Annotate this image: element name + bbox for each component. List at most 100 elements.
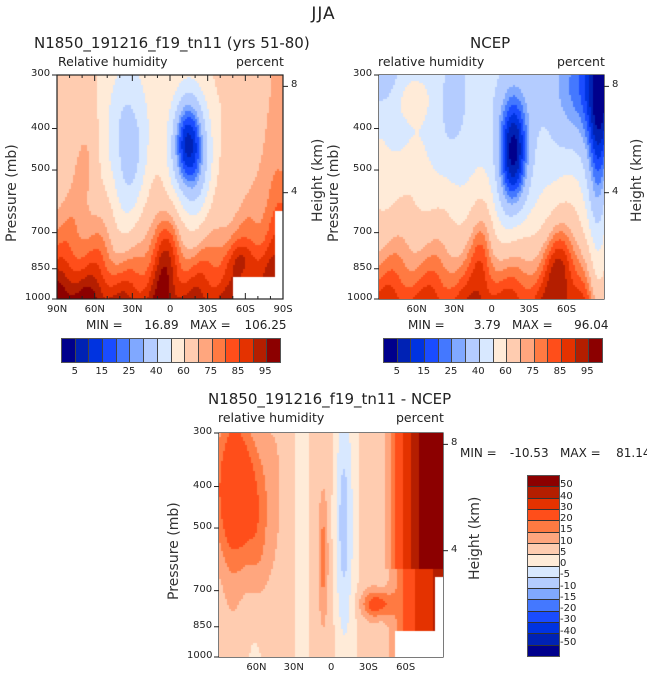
colorbar-label: 75 [204, 366, 218, 377]
contour-field [57, 75, 283, 299]
panel-title: NCEP [470, 34, 511, 52]
x-tick-label: 90S [273, 304, 293, 315]
colorbar-box [528, 554, 559, 566]
colorbar-box [425, 339, 439, 362]
x-tick-label: 30N [122, 304, 143, 315]
height-tick-label: 8 [612, 79, 619, 91]
colorbar-label: 0 [560, 558, 567, 569]
y-tick-label: 1000 [25, 292, 51, 303]
colorbar-label: 15 [417, 366, 431, 377]
colorbar-box [528, 497, 559, 509]
min-label: MIN = [460, 446, 497, 460]
colorbar-label: -40 [560, 625, 577, 637]
colorbar-label: 40 [560, 490, 573, 502]
y-axis-label: Pressure (mb) [326, 144, 342, 242]
units-label: percent [557, 54, 605, 69]
colorbar-label: 60 [177, 366, 190, 377]
y-tick-label: 700 [353, 225, 373, 237]
colorbar-box [466, 339, 480, 362]
colorbar-box [575, 339, 590, 362]
colorbar-box [528, 599, 559, 611]
x-tick-label: 60S [235, 304, 255, 315]
min-max-readout: MIN = -10.53 MAX = 81.14 [460, 446, 647, 460]
y-tick-label: 500 [353, 163, 373, 175]
colorbar [383, 338, 603, 363]
plot-border [56, 74, 284, 300]
colorbar-label: 10 [560, 535, 573, 547]
colorbar-box [267, 339, 280, 362]
height-tick-label: 4 [612, 185, 619, 197]
colorbar-label: -20 [560, 603, 577, 614]
colorbar-box [62, 339, 76, 362]
colorbar-box [397, 339, 412, 362]
colorbar [527, 475, 560, 657]
y-tick-label: 850 [193, 619, 213, 631]
y-tick-label: 700 [31, 225, 51, 237]
max-value: 96.04 [574, 318, 609, 332]
colorbar-box [116, 339, 131, 362]
y-axis-right-label: Height (km) [310, 138, 326, 222]
colorbar-box [528, 565, 559, 577]
colorbar-box [528, 542, 559, 555]
colorbar-label: 40 [471, 366, 485, 377]
figure-title: JJA [311, 4, 336, 24]
x-tick-label: 30S [519, 304, 539, 315]
x-tick-label: 60S [557, 304, 577, 315]
x-tick-label: 30N [444, 304, 465, 315]
max-value: 81.14 [616, 446, 647, 460]
colorbar-box [561, 339, 576, 362]
colorbar-box [528, 520, 559, 532]
colorbar-label: 15 [560, 524, 573, 536]
colorbar-box [171, 339, 186, 362]
colorbar-label: -30 [560, 614, 577, 626]
y-tick-label: 400 [31, 121, 51, 133]
y-axis-right-label: Height (km) [467, 496, 483, 580]
colorbar-box [438, 339, 453, 362]
height-tick-label: 8 [451, 437, 458, 449]
colorbar-box [185, 339, 199, 362]
variable-label: relative humidity [218, 410, 325, 425]
colorbar-box [528, 486, 559, 498]
colorbar-label: 15 [95, 366, 109, 377]
colorbar-label: -5 [560, 569, 570, 581]
colorbar-box [528, 508, 559, 521]
colorbar-box [528, 633, 559, 645]
colorbar-box [130, 339, 145, 362]
colorbar-label: -10 [560, 580, 577, 592]
colorbar-box [528, 531, 559, 543]
colorbar-box [239, 339, 254, 362]
min-label: MIN = [86, 318, 123, 332]
colorbar-box [384, 339, 398, 362]
colorbar-label: 85 [231, 366, 245, 377]
y-tick-label: 700 [193, 583, 213, 595]
x-tick-label: 30S [358, 662, 378, 673]
colorbar-box [528, 588, 559, 600]
min-max-readout: MIN = 3.79 MAX = 96.04 [408, 318, 609, 332]
y-tick-label: 850 [353, 261, 373, 273]
colorbar-box [212, 339, 227, 362]
y-axis-label: Pressure (mb) [166, 502, 182, 600]
colorbar-label: 75 [526, 366, 540, 377]
colorbar-label: 60 [499, 366, 512, 377]
y-tick-label: 500 [31, 163, 51, 175]
colorbar-box [589, 339, 602, 362]
min-value: 3.79 [473, 318, 501, 332]
colorbar-box [520, 339, 535, 362]
max-label: MAX = [512, 318, 553, 332]
units-label: percent [236, 54, 284, 69]
colorbar-label: 5 [71, 366, 78, 377]
y-tick-label: 400 [353, 121, 373, 133]
colorbar-box [226, 339, 240, 362]
y-tick-label: 1000 [187, 650, 213, 661]
min-value: 16.89 [144, 318, 179, 332]
height-tick-label: 8 [291, 79, 298, 91]
units-label: percent [396, 410, 444, 425]
x-tick-label: 90N [47, 304, 68, 315]
x-tick-label: 60N [406, 304, 427, 315]
y-tick-label: 300 [31, 68, 51, 79]
colorbar-box [507, 339, 521, 362]
colorbar-box [103, 339, 117, 362]
y-tick-label: 850 [31, 261, 51, 273]
x-tick-label: 30N [283, 662, 304, 673]
colorbar-label: 25 [122, 366, 136, 377]
